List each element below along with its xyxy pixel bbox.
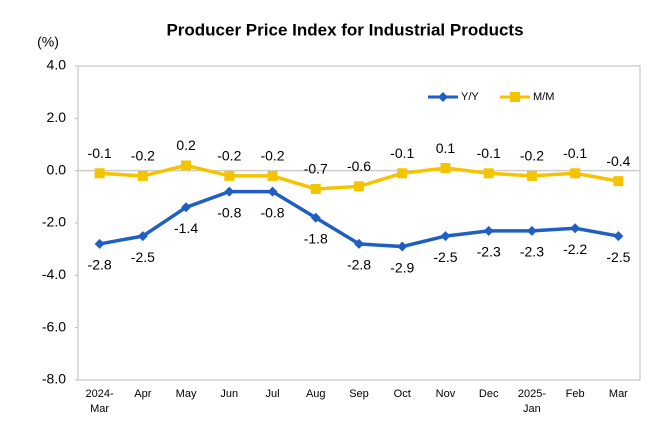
data-label: -0.4 xyxy=(606,153,630,169)
x-tick-label: Dec xyxy=(479,388,499,400)
point xyxy=(310,183,321,194)
point xyxy=(397,168,408,179)
data-label: -0.8 xyxy=(260,204,284,220)
data-label: -2.5 xyxy=(606,249,630,265)
point xyxy=(137,170,148,181)
data-label: -2.5 xyxy=(433,249,457,265)
x-tick-label: Oct xyxy=(394,388,411,400)
series: -0.1 -0.2 0.2 -0.2 -0.2 -0.7 -0.6 -0.1 0.1 -0.1 -0… xyxy=(88,137,631,194)
y-tick-label: -6.0 xyxy=(42,318,66,334)
point xyxy=(267,170,278,181)
x-tick-label: 2024- Mar xyxy=(86,388,114,415)
point xyxy=(526,225,537,236)
point xyxy=(483,225,494,236)
data-label: -0.2 xyxy=(131,148,155,164)
x-tick-label: May xyxy=(176,388,197,400)
x-tick-label-line: Jan xyxy=(523,403,541,415)
legend-label: M/M xyxy=(533,91,554,103)
point xyxy=(440,231,451,242)
data-label: -0.2 xyxy=(260,148,284,164)
legend-marker xyxy=(438,92,448,102)
x-tick-label: Mar xyxy=(609,388,628,400)
point xyxy=(310,212,321,223)
x-tick-label-line: Mar xyxy=(90,403,109,415)
data-label: -1.8 xyxy=(304,230,328,246)
x-tick-label: Jul xyxy=(266,388,280,400)
data-label: -2.5 xyxy=(131,249,155,265)
legend-marker xyxy=(510,92,520,102)
data-label: -0.1 xyxy=(477,145,501,161)
point xyxy=(526,170,537,181)
point xyxy=(224,170,235,181)
data-label: -0.2 xyxy=(520,148,544,164)
data-label: -0.1 xyxy=(88,145,112,161)
y-tick-label: 4.0 xyxy=(47,57,67,73)
data-label: -0.1 xyxy=(390,145,414,161)
x-tick-label: Nov xyxy=(436,388,456,400)
y-tick-label: -4.0 xyxy=(42,266,66,282)
point xyxy=(570,168,581,179)
x-tick-label-line: 2024- xyxy=(86,388,114,400)
data-label: -2.3 xyxy=(520,244,544,260)
point xyxy=(94,238,105,249)
point xyxy=(354,238,364,249)
data-label: 0.2 xyxy=(176,137,196,153)
y-tick-label: -8.0 xyxy=(42,371,66,387)
data-label: -2.8 xyxy=(347,257,371,273)
x-tick-label: Apr xyxy=(134,388,151,400)
point xyxy=(570,223,581,234)
data-label: -2.2 xyxy=(563,241,587,257)
x-tick-label: Feb xyxy=(566,388,585,400)
x-tick-label-line: 2025- xyxy=(518,388,546,400)
point xyxy=(181,202,192,213)
point xyxy=(137,231,148,242)
data-label: -2.9 xyxy=(390,259,414,275)
point xyxy=(613,176,624,187)
x-tick-label: 2025- Jan xyxy=(518,388,546,415)
point xyxy=(440,163,451,174)
data-label: -0.6 xyxy=(347,158,371,174)
point xyxy=(267,186,278,197)
point xyxy=(94,168,105,179)
point xyxy=(397,241,408,252)
series: -2.8 -2.5 -1.4 -0.8 -0.8 -1.8 -2.8 -2.9 -2.5 -2.3… xyxy=(88,186,631,275)
y-tick-label: 0.0 xyxy=(47,161,67,177)
x-tick-label: Sep xyxy=(349,388,369,400)
point xyxy=(224,186,235,197)
point xyxy=(181,160,192,171)
data-label: -2.3 xyxy=(477,244,501,260)
data-label: -0.7 xyxy=(304,161,328,177)
legend-label: Y/Y xyxy=(461,91,479,103)
x-tick-label: Aug xyxy=(306,388,326,400)
data-label: -0.8 xyxy=(217,204,241,220)
data-label: -0.2 xyxy=(217,148,241,164)
chart-title: Producer Price Index for Industrial Prod… xyxy=(166,20,523,39)
point xyxy=(613,231,624,242)
y-tick-label: 2.0 xyxy=(47,109,67,125)
data-label: -1.4 xyxy=(174,220,198,236)
point xyxy=(483,168,494,179)
data-label: -2.8 xyxy=(88,257,112,273)
x-tick-label: Jun xyxy=(220,388,238,400)
data-label: -0.1 xyxy=(563,145,587,161)
data-label: 0.1 xyxy=(436,140,456,156)
point xyxy=(354,181,364,192)
unit-label: (%) xyxy=(37,34,59,50)
y-tick-label: -2.0 xyxy=(42,214,66,230)
